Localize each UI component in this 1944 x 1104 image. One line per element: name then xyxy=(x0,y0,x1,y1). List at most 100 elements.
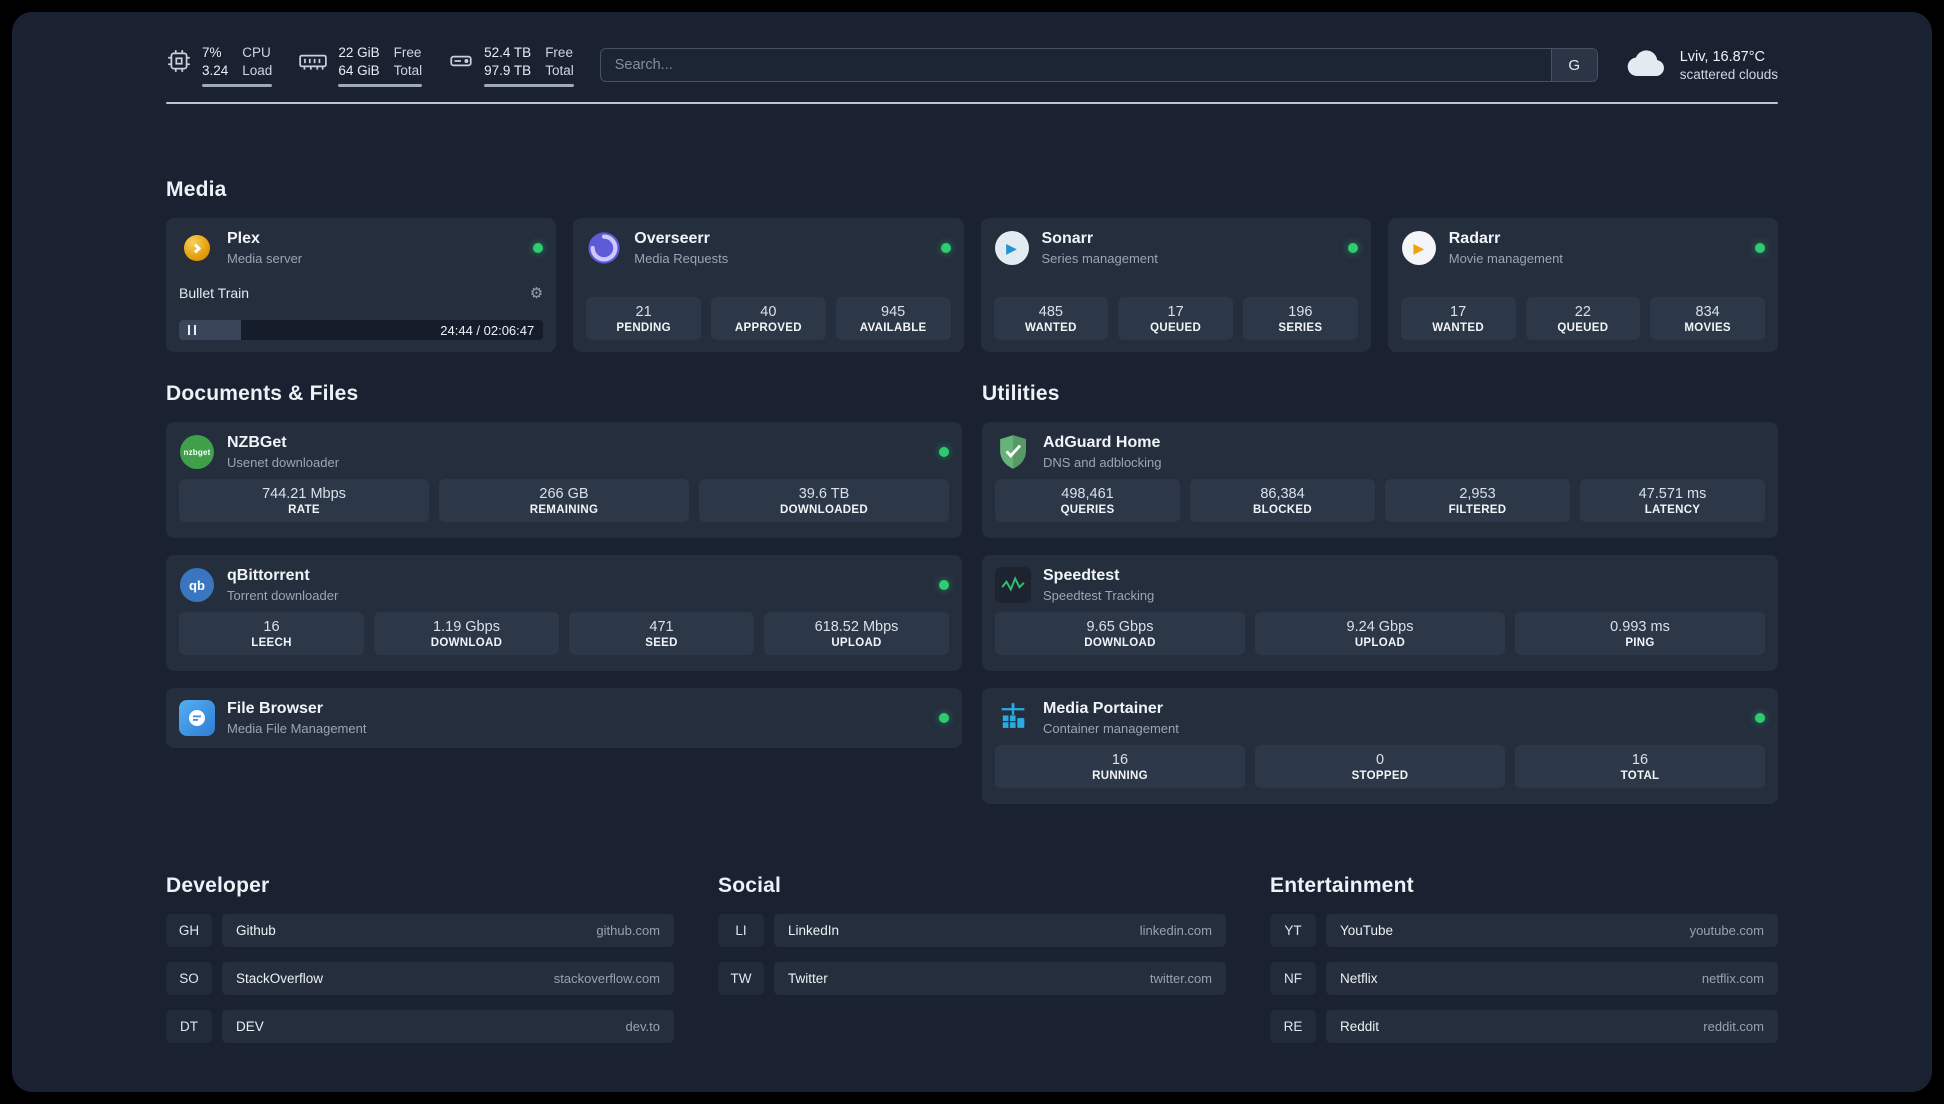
pause-icon[interactable] xyxy=(188,325,196,335)
stat-queued: 17 QUEUED xyxy=(1118,297,1233,340)
stat-stopped: 0 STOPPED xyxy=(1255,745,1505,788)
section-title-documents: Documents & Files xyxy=(166,382,359,405)
dashboard-panel: 7% 3.24 CPU Load 22 GiB xyxy=(12,12,1932,1092)
app-name: AdGuard Home xyxy=(1043,434,1161,451)
disk-total-label: Total xyxy=(545,62,574,78)
app-desc: DNS and adblocking xyxy=(1043,455,1162,470)
card-nzbget[interactable]: nzbget NZBGet Usenet downloader 744.21 M… xyxy=(166,422,962,538)
app-name: NZBGet xyxy=(227,434,287,451)
card-speedtest[interactable]: Speedtest Speedtest Tracking 9.65 Gbps DO… xyxy=(982,555,1778,671)
sonarr-icon: ▶ xyxy=(994,230,1030,266)
status-dot xyxy=(1347,243,1358,253)
status-dot xyxy=(939,713,949,723)
section-title-developer: Developer xyxy=(166,874,270,897)
bookmark-abbr: DT xyxy=(166,1010,212,1043)
stat-movies: 834 MOVIES xyxy=(1650,297,1765,340)
card-sonarr[interactable]: ▶ Sonarr Series management 485 WANTED 17 Q… xyxy=(980,218,1371,352)
stat-pending: 21 PENDING xyxy=(586,297,701,340)
bookmark-abbr: GH xyxy=(166,914,212,947)
stat-upload: 618.52 Mbps UPLOAD xyxy=(764,612,949,655)
bookmark-url: github.com xyxy=(596,923,660,938)
app-desc: Media server xyxy=(227,251,303,266)
bookmark-youtube[interactable]: YT YouTube youtube.com xyxy=(1270,914,1778,947)
ram-total-value: 64 GiB xyxy=(338,62,380,78)
cpu-icon xyxy=(168,49,190,72)
bookmark-name: Netflix xyxy=(1340,971,1378,986)
stat-series: 196 SERIES xyxy=(1243,297,1358,340)
plex-chevron-icon xyxy=(190,243,201,253)
bookmark-name: DEV xyxy=(236,1019,264,1034)
cpu-load-value: 3.24 xyxy=(202,62,229,78)
stat-total: 16 TOTAL xyxy=(1515,745,1765,788)
bookmark-twitter[interactable]: TW Twitter twitter.com xyxy=(718,962,1226,995)
overseerr-icon xyxy=(586,230,622,266)
bookmark-abbr: NF xyxy=(1270,962,1316,995)
cpu-usage-bar xyxy=(202,83,273,87)
bookmark-netflix[interactable]: NF Netflix netflix.com xyxy=(1270,962,1778,995)
bookmark-stackoverflow[interactable]: SO StackOverflow stackoverflow.com xyxy=(166,962,674,995)
bookmark-abbr: YT xyxy=(1270,914,1316,947)
plex-icon xyxy=(179,230,215,266)
card-overseerr[interactable]: Overseerr Media Requests 21 PENDING 40 APP… xyxy=(573,218,964,352)
stat-approved: 40 APPROVED xyxy=(711,297,826,340)
stat-available: 945 AVAILABLE xyxy=(835,297,951,340)
disk-free-label: Free xyxy=(545,44,573,60)
card-filebrowser[interactable]: File Browser Media File Management xyxy=(166,688,962,748)
app-desc: Usenet downloader xyxy=(227,455,340,470)
bookmark-url: twitter.com xyxy=(1149,971,1212,986)
bookmark-name: Reddit xyxy=(1340,1019,1380,1034)
cpu-widget: 7% 3.24 CPU Load xyxy=(166,44,273,87)
card-portainer[interactable]: Media Portainer Container management 16 R… xyxy=(982,688,1778,804)
app-name: Radarr xyxy=(1448,230,1501,247)
topbar-divider xyxy=(166,102,1778,104)
section-title-entertainment: Entertainment xyxy=(1270,874,1414,897)
app-desc: Series management xyxy=(1041,251,1158,266)
bookmark-reddit[interactable]: RE Reddit reddit.com xyxy=(1270,1010,1778,1043)
stat-queries: 498,461 QUERIES xyxy=(995,479,1180,522)
app-name: Plex xyxy=(227,230,260,247)
bookmark-dev[interactable]: DT DEV dev.to xyxy=(166,1010,674,1043)
stat-downloaded: 39.6 TB DOWNLOADED xyxy=(699,479,949,522)
cloud-icon xyxy=(1627,50,1664,77)
section-title-utilities: Utilities xyxy=(982,382,1060,405)
weather-location: Lviv, 16.87°C xyxy=(1679,48,1766,65)
cpu-label: CPU xyxy=(242,44,271,60)
status-dot xyxy=(939,447,949,457)
ram-total-label: Total xyxy=(393,62,423,78)
bookmark-github[interactable]: GH Github github.com xyxy=(166,914,674,947)
gear-icon[interactable]: ⚙ xyxy=(529,285,544,302)
weather-widget: Lviv, 16.87°C scattered clouds xyxy=(1624,49,1778,82)
app-desc: Media File Management xyxy=(227,721,367,736)
card-qbittorrent[interactable]: qb qBittorrent Torrent downloader 16 LEEC… xyxy=(166,555,962,671)
cpu-percent: 7% xyxy=(202,44,222,60)
app-name: File Browser xyxy=(227,700,324,717)
cpu-load-label: Load xyxy=(242,62,273,78)
bookmark-url: youtube.com xyxy=(1689,923,1764,938)
card-adguard[interactable]: AdGuard Home DNS and adblocking 498,461 Q… xyxy=(982,422,1778,538)
status-dot xyxy=(1755,713,1765,723)
playback-progress-bar[interactable]: 24:44 / 02:06:47 xyxy=(179,320,544,340)
search-input[interactable] xyxy=(600,49,1551,81)
radarr-icon: ▶ xyxy=(1401,230,1437,266)
bookmark-linkedin[interactable]: LI LinkedIn linkedin.com xyxy=(718,914,1226,947)
app-name: Speedtest xyxy=(1043,567,1120,584)
status-dot xyxy=(940,243,951,253)
memory-icon xyxy=(299,54,328,70)
stat-leech: 16 LEECH xyxy=(179,612,364,655)
bookmark-url: netflix.com xyxy=(1701,971,1764,986)
qbittorrent-icon: qb xyxy=(179,567,215,603)
stat-remaining: 266 GB REMAINING xyxy=(439,479,689,522)
speedtest-waveform-icon xyxy=(995,567,1031,603)
bookmark-abbr: RE xyxy=(1270,1010,1316,1043)
section-title-social: Social xyxy=(718,874,782,897)
bookmark-url: linkedin.com xyxy=(1139,923,1212,938)
search-provider-button[interactable]: G xyxy=(1550,49,1597,81)
stat-rate: 744.21 Mbps RATE xyxy=(179,479,429,522)
stat-queued: 22 QUEUED xyxy=(1525,297,1641,340)
ram-free-label: Free xyxy=(393,44,422,60)
card-plex[interactable]: Plex Media server Bullet Train ⚙ 24:44 /… xyxy=(166,218,557,352)
disk-widget: 52.4 TB 97.9 TB Free Total xyxy=(448,44,574,87)
section-title-media: Media xyxy=(166,178,227,201)
card-radarr[interactable]: ▶ Radarr Movie management 17 WANTED 22 QUE… xyxy=(1387,218,1778,352)
